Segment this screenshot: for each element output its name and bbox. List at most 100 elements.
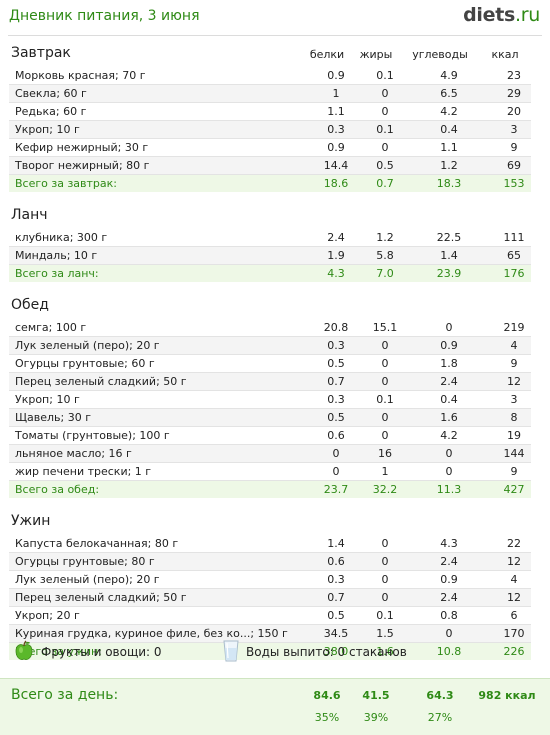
food-row[interactable]: Укроп; 20 г 0.5 0.1 0.8 6 — [9, 607, 531, 625]
day-total-carbs: 64.3 — [426, 689, 454, 702]
food-row[interactable]: Укроп; 10 г 0.3 0.1 0.4 3 — [9, 391, 531, 409]
page-title: Дневник питания, 3 июня — [9, 8, 200, 24]
food-row[interactable]: Лук зеленый (перо); 20 г 0.3 0 0.9 4 — [9, 571, 531, 589]
column-header-carbs: углеводы — [412, 48, 468, 61]
site-logo[interactable]: diets.ru — [463, 4, 540, 26]
food-row[interactable]: Куриная грудка, куриное филе, без ко...;… — [9, 625, 531, 643]
food-kcal: 219 — [503, 321, 525, 334]
food-fat: 0 — [381, 555, 389, 568]
food-row[interactable]: Огурцы грунтовые; 60 г 0.5 0 1.8 9 — [9, 355, 531, 373]
food-row[interactable]: Свекла; 60 г 1 0 6.5 29 — [9, 85, 531, 103]
food-protein: 0.5 — [327, 609, 345, 622]
food-row[interactable]: Щавель; 30 г 0.5 0 1.6 8 — [9, 409, 531, 427]
food-fat: 0 — [381, 429, 389, 442]
food-kcal: 170 — [503, 627, 525, 640]
food-fat: 0 — [381, 339, 389, 352]
food-protein: 0 — [332, 447, 340, 460]
logo-tld: .ru — [515, 4, 540, 26]
food-protein: 34.5 — [323, 627, 349, 640]
meal-total-kcal: 427 — [503, 483, 525, 496]
food-kcal: 8 — [510, 411, 518, 424]
food-fat: 16 — [378, 447, 392, 460]
food-row[interactable]: жир печени трески; 1 г 0 1 0 9 — [9, 463, 531, 481]
food-carbs: 0 — [445, 321, 453, 334]
food-protein: 1 — [332, 87, 340, 100]
food-name: Кефир нежирный; 30 г — [15, 141, 149, 154]
food-fat: 0.1 — [376, 609, 394, 622]
food-row[interactable]: Лук зеленый (перо); 20 г 0.3 0 0.9 4 — [9, 337, 531, 355]
meal-title: Обед — [11, 297, 49, 313]
food-row[interactable]: Перец зеленый сладкий; 50 г 0.7 0 2.4 12 — [9, 589, 531, 607]
column-header-fat: жиры — [359, 48, 393, 61]
food-carbs: 1.6 — [440, 411, 458, 424]
day-total-fat: 41.5 — [362, 689, 390, 702]
food-carbs: 2.4 — [440, 375, 458, 388]
food-kcal: 6 — [510, 609, 518, 622]
food-kcal: 12 — [507, 375, 521, 388]
food-protein: 0.6 — [327, 429, 345, 442]
food-fat: 1.5 — [376, 627, 394, 640]
food-protein: 2.4 — [327, 231, 345, 244]
meal-title: Ланч — [11, 207, 48, 223]
extras-bar: Фрукты и овощи: 0 Воды выпито: 0 стакано… — [0, 638, 550, 668]
food-row[interactable]: Редька; 60 г 1.1 0 4.2 20 — [9, 103, 531, 121]
food-row[interactable]: семга; 100 г 20.8 15.1 0 219 — [9, 319, 531, 337]
food-name: Огурцы грунтовые; 60 г — [15, 357, 155, 370]
food-protein: 0 — [332, 465, 340, 478]
food-row[interactable]: Укроп; 10 г 0.3 0.1 0.4 3 — [9, 121, 531, 139]
food-fat: 5.8 — [376, 249, 394, 262]
meal-total-protein: 18.6 — [323, 177, 349, 190]
food-fat: 0 — [381, 357, 389, 370]
food-row[interactable]: Томаты (грунтовые); 100 г 0.6 0 4.2 19 — [9, 427, 531, 445]
food-name: Капуста белокачанная; 80 г — [15, 537, 179, 550]
food-name: Перец зеленый сладкий; 50 г — [15, 591, 187, 604]
food-name: Творог нежирный; 80 г — [15, 159, 150, 172]
food-kcal: 65 — [507, 249, 521, 262]
food-carbs: 1.4 — [440, 249, 458, 262]
meal-title: Завтрак — [11, 45, 71, 61]
food-kcal: 111 — [503, 231, 525, 244]
food-fat: 0.1 — [376, 69, 394, 82]
food-kcal: 23 — [507, 69, 521, 82]
food-protein: 0.9 — [327, 141, 345, 154]
food-row[interactable]: Кефир нежирный; 30 г 0.9 0 1.1 9 — [9, 139, 531, 157]
page-header: Дневник питания, 3 июня diets.ru — [0, 0, 550, 34]
food-fat: 0 — [381, 105, 389, 118]
food-carbs: 4.9 — [440, 69, 458, 82]
food-name: Редька; 60 г — [15, 105, 87, 118]
food-kcal: 4 — [510, 573, 518, 586]
food-name: Укроп; 20 г — [15, 609, 80, 622]
food-fat: 0.1 — [376, 393, 394, 406]
day-total-label: Всего за день: — [11, 687, 119, 703]
food-row[interactable]: Перец зеленый сладкий; 50 г 0.7 0 2.4 12 — [9, 373, 531, 391]
food-protein: 0.7 — [327, 375, 345, 388]
column-header-protein: белки — [309, 48, 345, 61]
food-fat: 1.2 — [376, 231, 394, 244]
food-row[interactable]: клубника; 300 г 2.4 1.2 22.5 111 — [9, 229, 531, 247]
day-total-protein: 84.6 — [313, 689, 341, 702]
food-row[interactable]: Миндаль; 10 г 1.9 5.8 1.4 65 — [9, 247, 531, 265]
food-protein: 0.9 — [327, 69, 345, 82]
food-row[interactable]: Морковь красная; 70 г 0.9 0.1 4.9 23 — [9, 67, 531, 85]
food-row[interactable]: Огурцы грунтовые; 80 г 0.6 0 2.4 12 — [9, 553, 531, 571]
day-total-kcal: 982 ккал — [478, 689, 536, 702]
meal-total-label: Всего за завтрак: — [15, 177, 118, 190]
food-name: Лук зеленый (перо); 20 г — [15, 339, 160, 352]
food-name: Огурцы грунтовые; 80 г — [15, 555, 155, 568]
food-carbs: 4.3 — [440, 537, 458, 550]
food-fat: 0 — [381, 591, 389, 604]
header-divider — [8, 35, 542, 36]
food-kcal: 12 — [507, 555, 521, 568]
food-row[interactable]: льняное масло; 16 г 0 16 0 144 — [9, 445, 531, 463]
meal-total-carbs: 18.3 — [436, 177, 462, 190]
food-row[interactable]: Творог нежирный; 80 г 14.4 0.5 1.2 69 — [9, 157, 531, 175]
meal-total-fat: 1.6 — [376, 645, 394, 658]
food-name: льняное масло; 16 г — [15, 447, 132, 460]
day-protein-pct: 35% — [314, 711, 340, 724]
food-protein: 0.3 — [327, 339, 345, 352]
food-kcal: 9 — [510, 465, 518, 478]
food-protein: 0.7 — [327, 591, 345, 604]
meal-total-protein: 23.7 — [323, 483, 349, 496]
food-row[interactable]: Капуста белокачанная; 80 г 1.4 0 4.3 22 — [9, 535, 531, 553]
food-protein: 0.3 — [327, 123, 345, 136]
